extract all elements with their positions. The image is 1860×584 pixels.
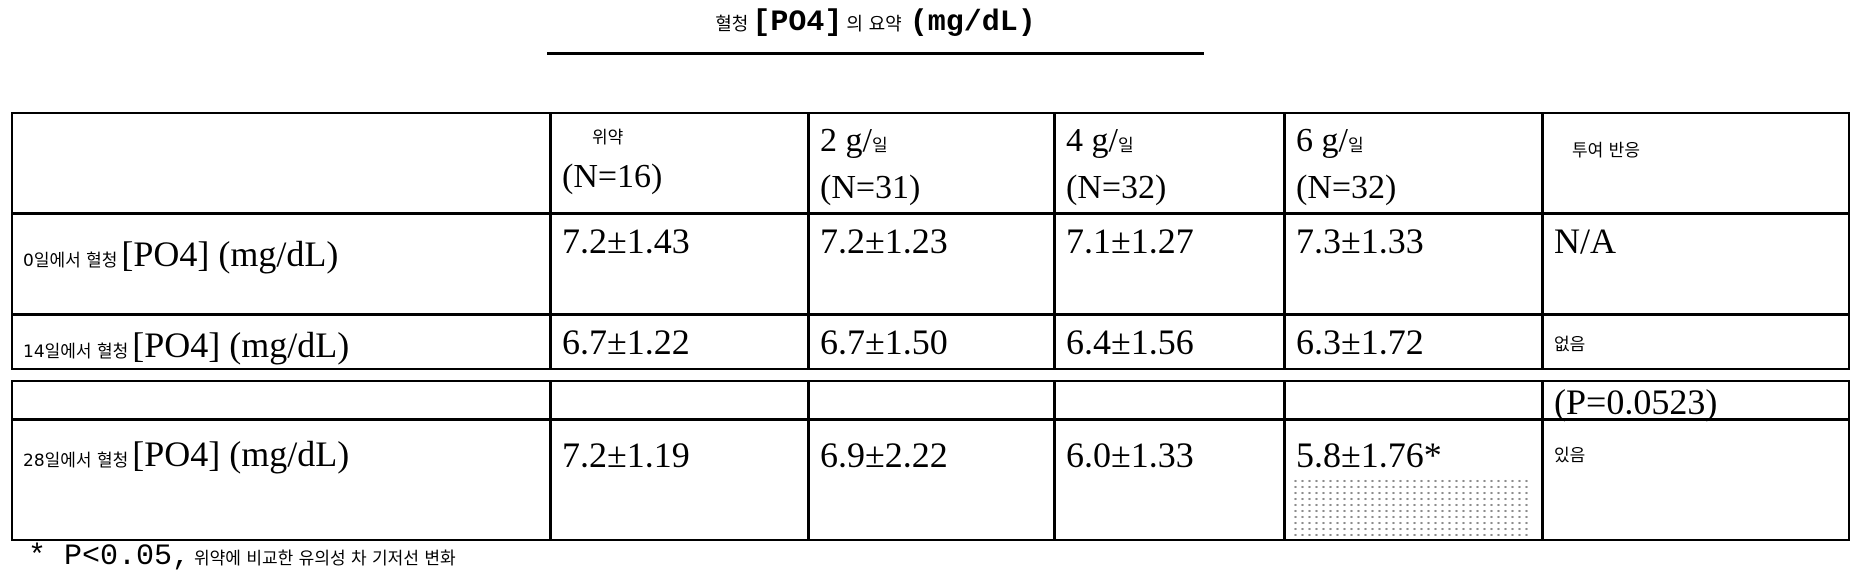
column-dose-unit: 일 [872,136,888,156]
row-day: 28일에서 혈청 [23,451,128,471]
table-cell: 6.9±2.22 [808,419,1055,541]
table-cell: 7.2±1.23 [808,213,1055,315]
title-prefix: 혈청 [715,14,748,35]
spacer-cell [550,380,809,420]
spacer-cell [1054,380,1285,420]
row-analyte: [PO4] (mg/dL) [121,234,338,274]
title-underline [547,52,1204,55]
header-placebo: 위약 (N=16) [550,112,809,214]
table-cell: 6.4±1.56 [1054,314,1285,370]
table-cell: 6.3±1.72 [1284,314,1543,370]
spacer-cell [808,380,1055,420]
column-dose: 6 g/ [1296,122,1348,159]
header-empty-cell [11,112,551,214]
spacer-cell [11,380,551,420]
scan-noise [1292,478,1532,536]
column-dose: 2 g/ [820,122,872,159]
title-middle: 의 요약 [846,14,901,35]
response-cell: N/A [1542,213,1850,315]
footnote: * P<0.05, 위약에 비교한 유의성 차 기저선 변화 [28,540,456,574]
table-cell: 6.0±1.33 [1054,419,1285,541]
column-dose-unit: 일 [1118,136,1134,156]
table-cell: 6.7±1.50 [808,314,1055,370]
p-value-cell: (P=0.0523) [1542,380,1850,420]
table-cell: 6.7±1.22 [550,314,809,370]
column-dose: 투여 반응 [1572,141,1640,161]
response-text: 없음 [1554,335,1585,355]
title-unit: (mg/dL) [910,6,1036,40]
header-2g: 2 g/일 (N=31) [808,112,1055,214]
table-cell: 7.2±1.19 [550,419,809,541]
row-label-day14: 14일에서 혈청 [PO4] (mg/dL) [11,314,551,370]
column-n: (N=32) [1066,167,1273,209]
row-day: 0일에서 혈청 [23,251,117,271]
header-4g: 4 g/일 (N=32) [1054,112,1285,214]
row-label-day0: 0일에서 혈청 [PO4] (mg/dL) [11,213,551,315]
table-cell: 7.3±1.33 [1284,213,1543,315]
header-6g: 6 g/일 (N=32) [1284,112,1543,214]
footnote-mark: * P<0.05, [28,540,190,574]
table-title: 혈청 [PO4] 의 요약 (mg/dL) [547,6,1204,40]
response-cell: 없음 [1542,314,1850,370]
header-dose-response: 투여 반응 [1542,112,1850,214]
row-analyte: [PO4] (mg/dL) [132,434,349,474]
column-dose: 위약 [562,120,797,156]
row-analyte: [PO4] (mg/dL) [132,325,349,365]
spacer-cell [1284,380,1543,420]
title-analyte: [PO4] [752,6,842,40]
column-n: (N=32) [1296,167,1531,209]
footnote-text: 위약에 비교한 유의성 차 기저선 변화 [194,549,456,569]
table-cell: 7.2±1.43 [550,213,809,315]
table-cell: 7.1±1.27 [1054,213,1285,315]
column-n: (N=31) [820,167,1043,209]
response-text: 있음 [1554,446,1585,466]
column-dose-unit: 일 [1348,136,1364,156]
response-cell: 있음 [1542,419,1850,541]
column-n: (N=16) [562,156,797,198]
row-day: 14일에서 혈청 [23,342,128,362]
column-dose: 4 g/ [1066,122,1118,159]
row-label-day28: 28일에서 혈청 [PO4] (mg/dL) [11,419,551,541]
